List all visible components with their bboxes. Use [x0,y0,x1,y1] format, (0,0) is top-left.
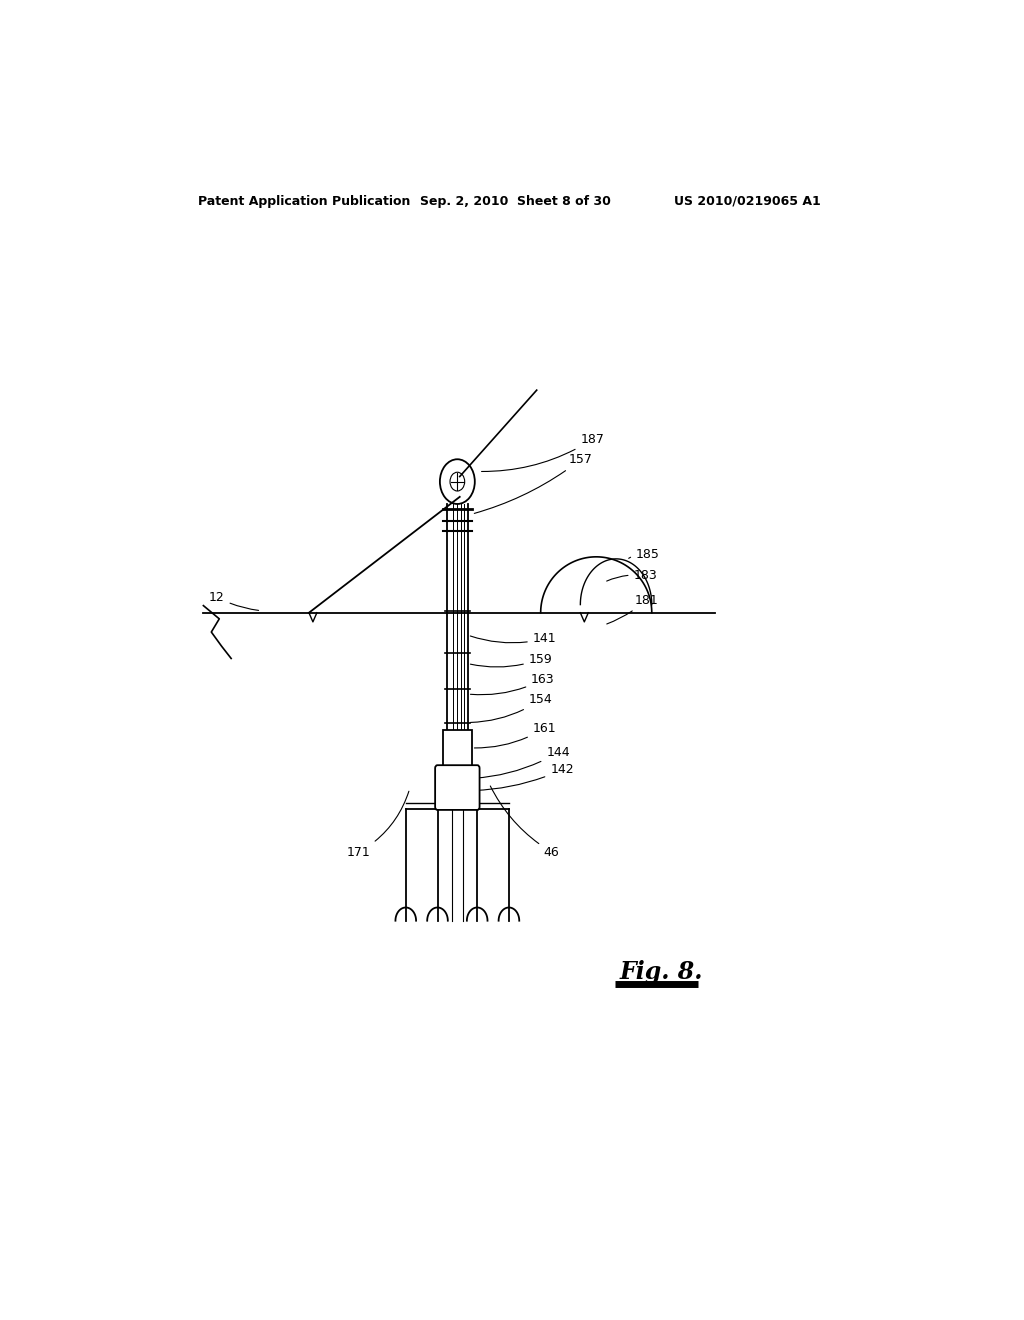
Text: 141: 141 [470,632,556,645]
Text: US 2010/0219065 A1: US 2010/0219065 A1 [674,194,821,207]
Text: 187: 187 [481,433,604,471]
Text: 157: 157 [474,453,592,513]
Text: 171: 171 [347,791,409,858]
Text: 154: 154 [470,693,553,722]
Text: 142: 142 [474,763,573,791]
Text: Sheet 8 of 30: Sheet 8 of 30 [517,194,610,207]
FancyBboxPatch shape [443,774,472,801]
Text: 144: 144 [474,746,569,779]
Text: 185: 185 [629,548,659,561]
FancyBboxPatch shape [443,730,472,766]
Text: Fig. 8.: Fig. 8. [620,960,703,983]
Text: 163: 163 [470,673,555,694]
Text: Sep. 2, 2010: Sep. 2, 2010 [420,194,509,207]
FancyBboxPatch shape [435,766,479,810]
Text: 46: 46 [490,785,559,858]
Text: 161: 161 [474,722,556,748]
Text: 181: 181 [607,594,658,624]
Text: Patent Application Publication: Patent Application Publication [198,194,411,207]
Text: 183: 183 [606,569,657,582]
Text: 159: 159 [470,652,553,667]
Text: 12: 12 [209,590,259,610]
